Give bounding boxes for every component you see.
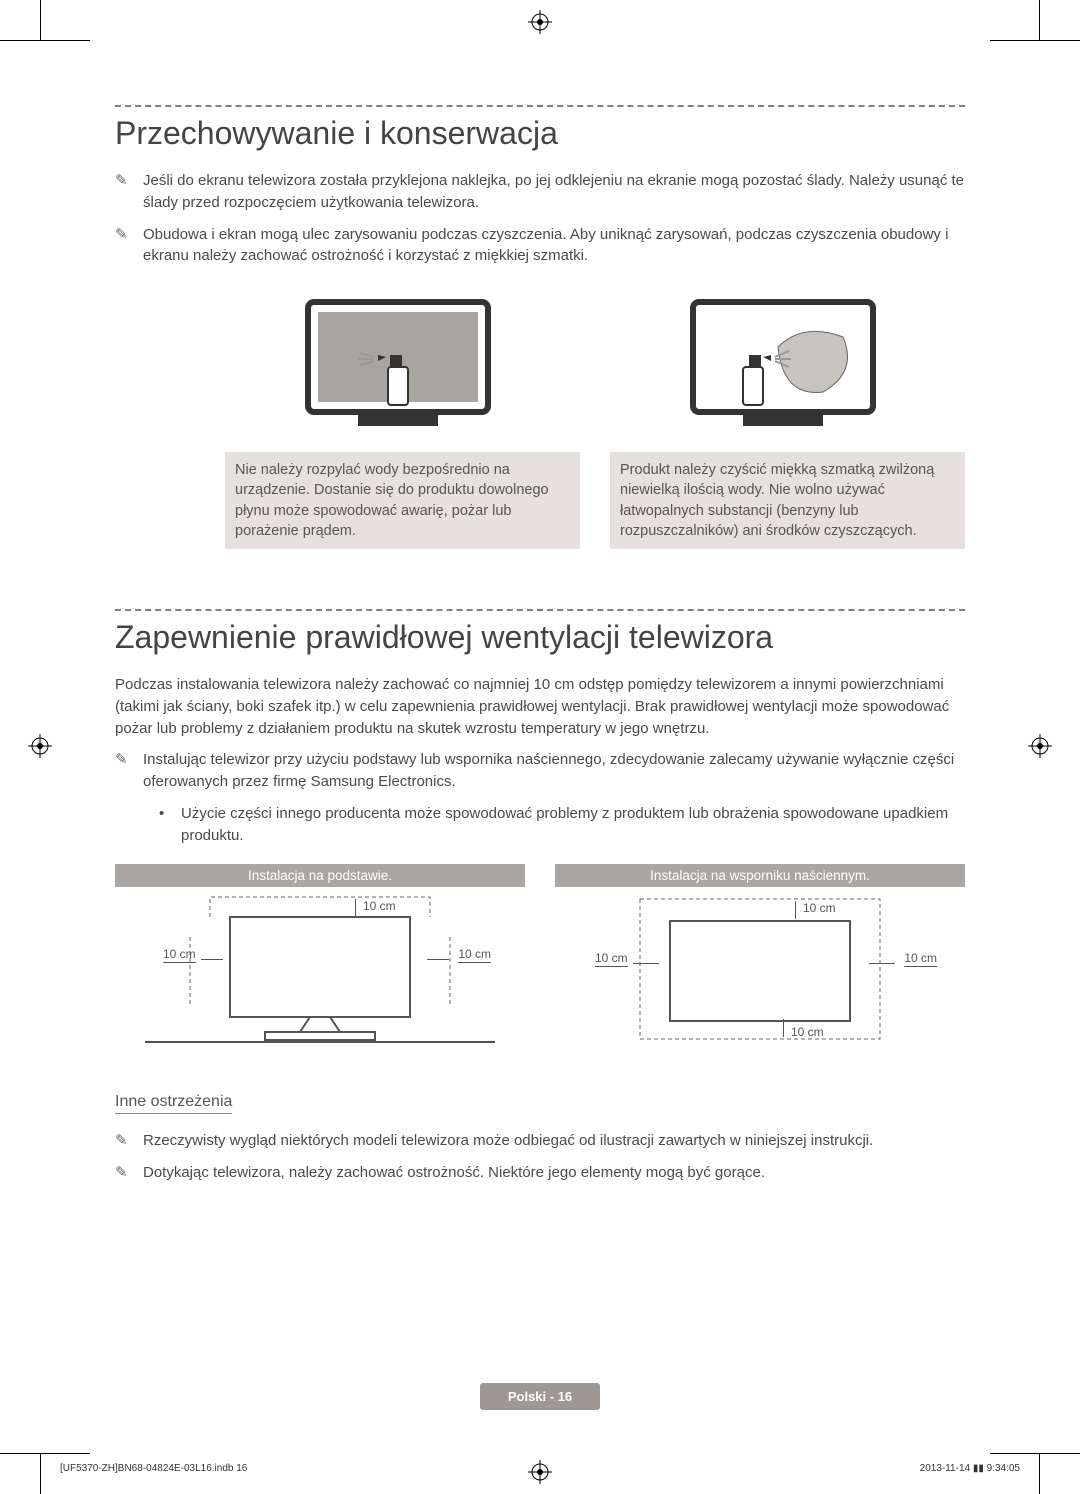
subheading: Inne ostrzeżenia	[115, 1093, 232, 1114]
note-item: ✎ Dotykając telewizora, należy zachować …	[115, 1162, 965, 1184]
install-header: Instalacja na wsporniku naściennym.	[555, 864, 965, 887]
crop-mark	[0, 40, 90, 41]
install-stand-diagram: 10 cm 10 cm 10 cm	[115, 887, 525, 1057]
crop-mark	[1039, 1454, 1040, 1494]
note-text: Rzeczywisty wygląd niektórych modeli tel…	[143, 1130, 873, 1152]
note-text: Dotykając telewizora, należy zachować os…	[143, 1162, 765, 1184]
note-text: Obudowa i ekran mogą ulec zarysowaniu po…	[143, 224, 965, 268]
install-wall-col: Instalacja na wsporniku naściennym. 10 c…	[555, 864, 965, 1057]
print-meta-right: 2013-11-14 ▮▮ 9:34:05	[920, 1463, 1020, 1474]
section2: Zapewnienie prawidłowej wentylacji telew…	[115, 609, 965, 1184]
print-meta-left: [UF5370-ZH]BN68-04824E-03L16.indb 16	[60, 1463, 247, 1474]
registration-mark-icon	[28, 734, 52, 758]
note-icon: ✎	[115, 749, 133, 793]
registration-mark-icon	[528, 10, 552, 34]
note-icon: ✎	[115, 224, 133, 268]
measurement-label: 10 cm	[458, 947, 491, 963]
registration-mark-icon	[528, 1460, 552, 1484]
section2-title: Zapewnienie prawidłowej wentylacji telew…	[115, 619, 965, 656]
note-icon: ✎	[115, 170, 133, 214]
crop-mark	[990, 40, 1080, 41]
note-text: Jeśli do ekranu telewizora została przyk…	[143, 170, 965, 214]
page-number-pill: Polski - 16	[480, 1383, 600, 1410]
intro-paragraph: Podczas instalowania telewizora należy z…	[115, 674, 965, 739]
page-content: Przechowywanie i konserwacja ✎ Jeśli do …	[115, 105, 965, 1414]
crop-mark	[40, 0, 41, 40]
illustration-row: Nie należy rozpylać wody bezpośrednio na…	[225, 292, 965, 549]
note-item: ✎ Obudowa i ekran mogą ulec zarysowaniu …	[115, 224, 965, 268]
bullet-item: • Użycie części innego producenta może s…	[159, 803, 965, 847]
illustration-col: Nie należy rozpylać wody bezpośrednio na…	[225, 292, 580, 549]
caption: Produkt należy czyścić miękką szmatką zw…	[610, 452, 965, 549]
divider	[115, 105, 965, 107]
bullet-icon: •	[159, 803, 169, 847]
note-icon: ✎	[115, 1130, 133, 1152]
measurement-label: 10 cm	[791, 1025, 824, 1039]
measurement-label: 10 cm	[163, 947, 196, 963]
install-row: Instalacja na podstawie.	[115, 864, 965, 1057]
measurement-label: 10 cm	[904, 951, 937, 967]
crop-mark	[40, 1454, 41, 1494]
page-footer: Polski - 16	[115, 1383, 965, 1410]
illustration-col: Produkt należy czyścić miękką szmatką zw…	[610, 292, 965, 549]
divider	[115, 609, 965, 611]
note-item: ✎ Instalując telewizor przy użyciu podst…	[115, 749, 965, 793]
note-icon: ✎	[115, 1162, 133, 1184]
install-header: Instalacja na podstawie.	[115, 864, 525, 887]
registration-mark-icon	[1028, 734, 1052, 758]
install-wall-diagram: 10 cm 10 cm 10 cm 10 cm	[555, 887, 965, 1057]
measurement-label: 10 cm	[595, 951, 628, 967]
spray-wrong-illustration	[225, 292, 580, 442]
spray-cloth-illustration	[610, 292, 965, 442]
install-stand-col: Instalacja na podstawie.	[115, 864, 525, 1057]
section3: Inne ostrzeżenia ✎ Rzeczywisty wygląd ni…	[115, 1057, 965, 1184]
crop-mark	[990, 1453, 1080, 1454]
note-item: ✎ Rzeczywisty wygląd niektórych modeli t…	[115, 1130, 965, 1152]
measurement-label: 10 cm	[803, 901, 836, 915]
measurement-label: 10 cm	[363, 899, 396, 913]
crop-mark	[1039, 0, 1040, 40]
crop-mark	[0, 1453, 90, 1454]
note-text: Instalując telewizor przy użyciu podstaw…	[143, 749, 965, 793]
bullet-text: Użycie części innego producenta może spo…	[181, 803, 965, 847]
section1-title: Przechowywanie i konserwacja	[115, 115, 965, 152]
note-item: ✎ Jeśli do ekranu telewizora została prz…	[115, 170, 965, 214]
caption: Nie należy rozpylać wody bezpośrednio na…	[225, 452, 580, 549]
